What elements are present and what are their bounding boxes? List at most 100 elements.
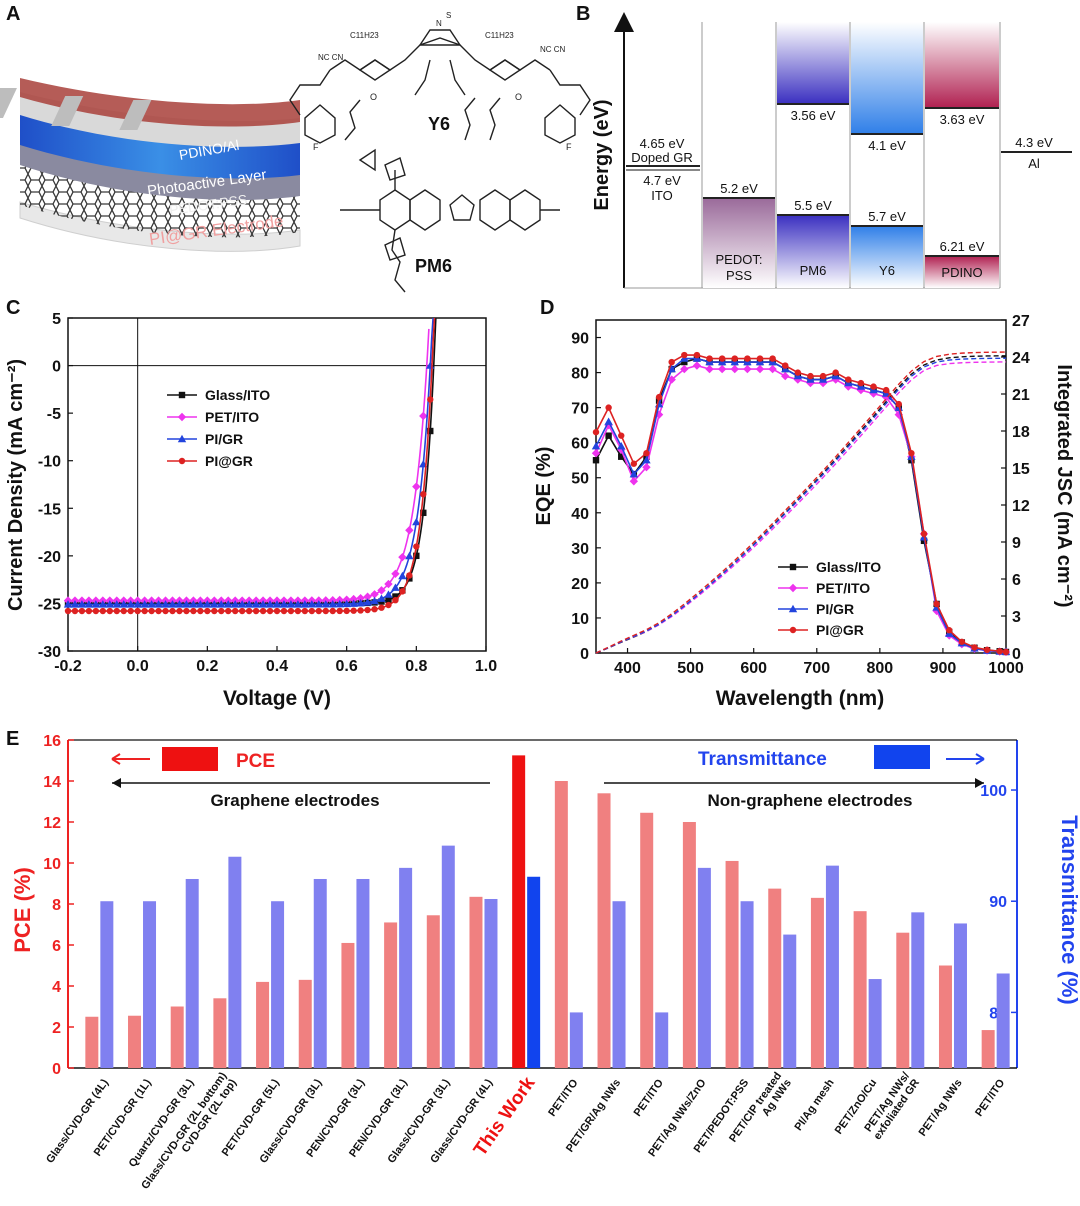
c-point-pi-gr: [329, 607, 336, 615]
pce-arrow-head: [111, 753, 121, 765]
c-point-pi-gr: [371, 606, 378, 613]
d-point-pi-gr: [832, 369, 839, 376]
c-point-pi-gr: [377, 594, 386, 602]
d-legend-label-pet-ito: PET/ITO: [816, 580, 870, 596]
c-point-pi-gr: [105, 600, 114, 608]
c-legend-label-glass-ito: Glass/ITO: [205, 387, 270, 403]
e-trans-bar: [484, 898, 498, 1068]
e-trans-bar: [228, 856, 242, 1068]
c-point-glass-ito: [420, 509, 427, 517]
e-category-label: PET/ITO: [546, 1077, 581, 1119]
nongraphene-annot: Non-graphene electrodes: [708, 791, 913, 810]
d-point-pi-gr: [882, 386, 890, 394]
c-point-pi-gr: [120, 607, 127, 615]
d-xlabel: Wavelength (nm): [716, 687, 884, 710]
trans-arrow-head: [975, 753, 985, 765]
c-point-pi-gr: [92, 607, 100, 615]
c-point-pi-gr: [225, 607, 232, 615]
d-y2tick-label: 12: [1012, 498, 1030, 515]
c-point-pi-gr: [321, 600, 330, 608]
e-trans-bar: [313, 878, 327, 1068]
d-point-pi-gr: [693, 351, 701, 359]
c-point-pi-gr: [196, 600, 205, 608]
c-point-pi-gr: [203, 600, 212, 608]
c-xtick-label: 1.0: [475, 658, 497, 675]
e-ylabel: PCE (%): [10, 867, 35, 953]
d-y2tick-label: 21: [1012, 387, 1030, 404]
d-legend-marker: [789, 626, 797, 634]
d-xtick-label: 900: [930, 660, 957, 677]
c-point-pi-gr: [384, 590, 393, 598]
box-y6-lumo: [851, 22, 923, 134]
d-point-pi-gr: [655, 393, 663, 401]
c-point-pi-gr: [308, 607, 316, 615]
label-y6: Y6: [879, 263, 895, 278]
c-xtick-label: 0.8: [405, 658, 427, 675]
d-point-pi-gr: [769, 355, 776, 362]
c-point-pi-gr: [328, 600, 337, 608]
c-point-pi-gr: [286, 600, 296, 608]
e-pce-bar: [981, 1030, 995, 1068]
d-point-pet-ito: [667, 375, 676, 384]
c-point-pi-gr: [155, 607, 162, 615]
e-ytick-label: 10: [43, 856, 61, 873]
d-point-pi-gr: [604, 417, 613, 425]
c-point-pi-gr: [412, 517, 421, 526]
c-point-pi-gr: [217, 600, 226, 608]
c-point-pi-gr: [189, 600, 198, 608]
e-pce-bar: [426, 915, 440, 1068]
c-point-pi-gr: [398, 571, 407, 580]
label-5-7: 5.7 eV: [868, 209, 906, 224]
label-pedot: PEDOT:: [716, 252, 763, 267]
d-point-pet-ito: [642, 463, 651, 472]
d-point-pi-gr: [845, 376, 852, 383]
c-point-pi-gr: [210, 600, 219, 608]
e-ytick-label: 14: [43, 774, 61, 791]
c-xtick-label: 0.4: [266, 658, 288, 675]
chem-f-2: F: [566, 142, 572, 152]
d-point-pi-gr: [718, 355, 726, 362]
d-point-pi-gr: [667, 364, 676, 373]
e-pce-bar: [469, 896, 483, 1068]
e-pce-bar: [853, 911, 867, 1068]
d-point-pi-gr: [756, 355, 764, 362]
d-point-pi-gr: [591, 441, 601, 450]
d-point-pi-gr: [920, 530, 928, 538]
d-point-pi-gr: [629, 470, 639, 478]
c-ytick-label: -30: [38, 644, 61, 661]
d-point-pet-ito: [894, 410, 903, 419]
c-ytick-label: -15: [38, 501, 61, 518]
c-point-pi-gr: [356, 599, 365, 607]
label-5-2: 5.2 eV: [720, 181, 758, 196]
c-point-pet-ito: [405, 526, 414, 535]
box-pm6-lumo: [777, 22, 849, 104]
c-point-pi-gr: [315, 607, 322, 615]
c-point-pi-gr: [77, 600, 87, 608]
d-jsc-curve-pi-gr: [595, 351, 1007, 654]
d-eqe-curve-pet-ito: [595, 364, 1007, 653]
c-point-pi-gr: [399, 588, 406, 595]
c-ytick-label: -25: [38, 596, 61, 613]
c-point-pi-gr: [405, 551, 414, 560]
d-y2label: Integrated JSC (mA cm⁻²): [1053, 364, 1075, 607]
c-point-pi-gr: [413, 543, 420, 550]
e-pce-bar: [725, 860, 739, 1068]
e-trans-bar: [185, 878, 199, 1068]
e-category-group: PET/ITO: [632, 1077, 667, 1119]
c-point-pi-gr: [237, 600, 247, 608]
e-trans-bar: [953, 923, 967, 1068]
c-point-pi-gr: [335, 599, 344, 608]
chem-c11h23-right: C11H23: [485, 31, 514, 40]
c-point-pi-gr: [190, 607, 197, 615]
d-point-pi-gr: [706, 355, 713, 362]
c-point-pi-gr: [301, 607, 309, 615]
e-category-group: PI/Ag mesh: [792, 1077, 836, 1133]
d-point-pet-ito: [730, 364, 739, 374]
d-y2tick-label: 18: [1012, 424, 1030, 441]
d-ytick-label: 80: [571, 366, 589, 383]
c-point-pet-ito: [419, 411, 428, 421]
d-ytick-label: 30: [571, 541, 589, 558]
c-point-pi-gr: [140, 600, 149, 608]
e-ytick-label: 12: [43, 815, 61, 832]
